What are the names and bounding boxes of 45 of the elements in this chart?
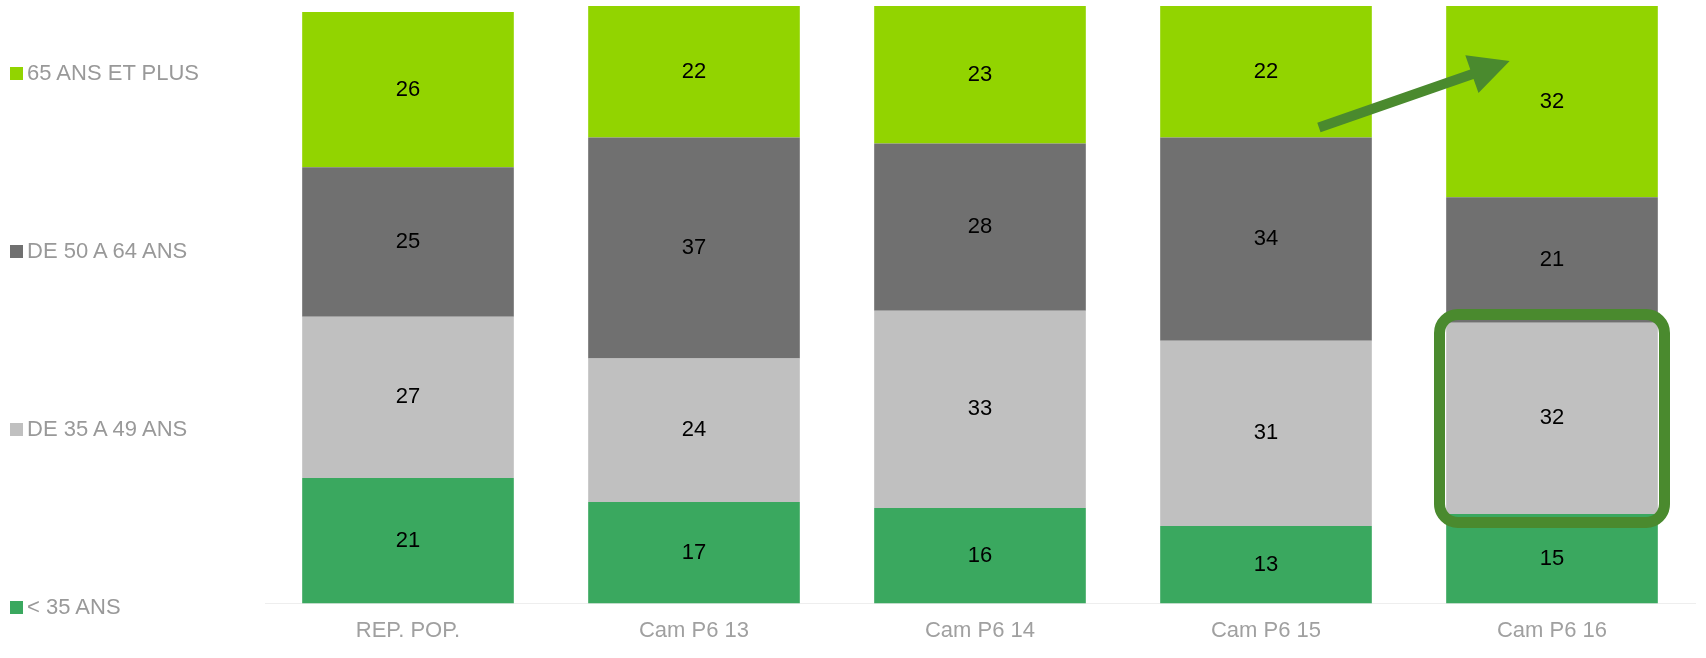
bar [874,143,1086,311]
data-label: 21 [1539,246,1565,272]
bar [1160,340,1372,526]
data-label: 31 [1253,419,1279,445]
data-label: 27 [395,383,421,409]
bar [874,6,1086,144]
bar [588,502,800,604]
data-label: 13 [1253,550,1279,576]
bar [302,167,514,317]
data-label: 28 [967,213,993,239]
x-tick-label: Cam P6 13 [638,616,750,642]
x-tick-label: Cam P6 15 [1210,616,1322,642]
bar [302,478,514,604]
data-label: 32 [1539,404,1565,430]
bar [1446,6,1658,198]
legend-label: DE 50 A 64 ANS [26,238,189,264]
legend-label: < 35 ANS [26,594,122,620]
data-label: 21 [395,526,421,552]
bar [1160,525,1372,604]
x-tick-label: REP. POP. [355,616,461,642]
data-label: 23 [967,60,993,86]
bar [588,6,800,138]
data-label: 15 [1539,544,1565,570]
bar [588,137,800,359]
data-label: 37 [681,234,707,260]
data-label: 24 [681,416,707,442]
data-label: 22 [681,57,707,83]
data-label: 16 [967,541,993,567]
x-tick-label: Cam P6 14 [924,616,1036,642]
data-label: 25 [395,228,421,254]
bar [302,316,514,479]
bar [588,358,800,503]
bar [1160,137,1372,341]
data-label: 17 [681,538,707,564]
legend-label: DE 35 A 49 ANS [26,416,189,442]
legend-label: 65 ANS ET PLUS [26,60,200,86]
bar [302,11,514,168]
bar [874,310,1086,508]
data-label: 32 [1539,87,1565,113]
bar [874,507,1086,604]
data-label: 26 [395,75,421,101]
data-label: 33 [967,395,993,421]
data-label: 22 [1253,57,1279,83]
x-tick-label: Cam P6 16 [1496,616,1608,642]
data-label: 34 [1253,225,1279,251]
